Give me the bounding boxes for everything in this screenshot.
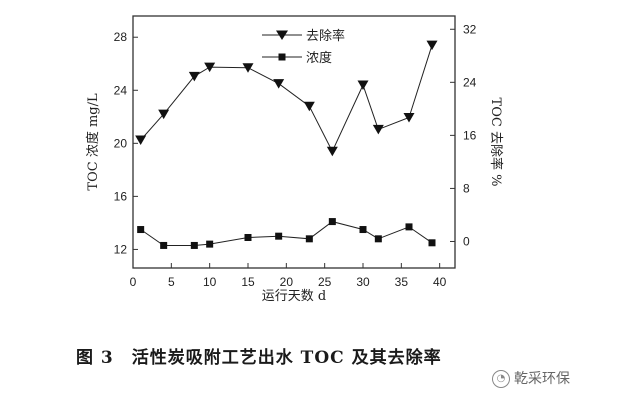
left-tick-label: 12	[114, 242, 128, 256]
removal-rate-point	[273, 79, 285, 89]
removal-rate-point	[242, 63, 254, 73]
legend-label-removal-rate: 去除率	[306, 28, 345, 44]
left-axis-ticks: 12 16 20 24 28	[114, 30, 138, 256]
x-tick-label: 15	[241, 275, 255, 289]
removal-rate-point	[158, 109, 170, 120]
left-tick-label: 16	[114, 189, 128, 203]
legend-square-icon	[278, 53, 286, 61]
series-line-0	[140, 45, 433, 153]
concentration-point	[405, 223, 413, 231]
x-tick-label: 10	[203, 275, 217, 289]
removal-rate-point	[303, 101, 315, 112]
figure-caption: 图 3 活性炭吸附工艺出水 TOC 及其去除率	[76, 343, 442, 368]
x-tick-label: 40	[433, 275, 447, 289]
removal-rate-point	[426, 40, 438, 51]
plot-frame	[132, 15, 456, 269]
concentration-point	[206, 240, 214, 248]
removal-rate-point	[204, 62, 216, 73]
x-tick-label: 5	[168, 275, 175, 289]
right-tick-label: 0	[463, 234, 470, 248]
concentration-point	[190, 241, 198, 249]
concentration-point	[305, 235, 313, 243]
right-tick-label: 24	[463, 75, 477, 89]
x-tick-label: 20	[280, 275, 294, 289]
figure-number: 图 3	[76, 348, 114, 368]
wechat-logo-icon: ◔	[492, 370, 510, 388]
right-tick-label: 8	[463, 181, 470, 195]
legend-item-concentration: 浓度	[262, 50, 332, 66]
legend-label-concentration: 浓度	[306, 50, 332, 66]
removal-rate-point	[403, 112, 415, 123]
removal-rate-point	[357, 80, 369, 90]
right-axis-title: TOC 去除率 %	[488, 98, 504, 187]
x-tick-label: 0	[130, 275, 137, 289]
concentration-point	[374, 235, 382, 243]
x-axis-ticks: 0 5 10 15 20 25 30 35 40	[130, 263, 447, 289]
legend-triangle-down-icon	[276, 30, 288, 40]
series-layer	[135, 40, 438, 249]
series-line-1	[140, 221, 433, 246]
removal-rate-point	[326, 146, 338, 157]
removal-rate-point	[188, 71, 200, 82]
x-tick-label: 35	[395, 275, 409, 289]
watermark: ◔ 乾采环保	[492, 368, 570, 388]
x-tick-label: 30	[356, 275, 370, 289]
concentration-point	[328, 218, 336, 226]
removal-rate-point	[135, 135, 147, 146]
figure-caption-text: 活性炭吸附工艺出水 TOC 及其去除率	[131, 348, 442, 368]
x-tick-label: 25	[318, 275, 332, 289]
chart: 0 5 10 15 20 25 30 35 40 12 16 20 24 28 0 8 16 24 32 运行天…	[85, 15, 504, 304]
concentration-point	[275, 232, 283, 240]
right-tick-label: 32	[463, 22, 477, 36]
concentration-point	[137, 226, 145, 234]
concentration-point	[359, 226, 367, 234]
left-axis-title: TOC 浓度 mg/L	[85, 93, 101, 191]
right-tick-label: 16	[463, 128, 477, 142]
watermark-text: 乾采环保	[514, 371, 570, 387]
left-tick-label: 20	[114, 136, 128, 150]
right-axis-ticks: 0 8 16 24 32	[450, 22, 477, 248]
legend-item-removal-rate: 去除率	[262, 28, 345, 44]
legend: 去除率 浓度	[262, 28, 345, 66]
removal-rate-point	[372, 124, 384, 135]
concentration-point	[244, 233, 252, 241]
left-tick-label: 28	[114, 30, 128, 44]
concentration-point	[428, 239, 436, 247]
left-tick-label: 24	[114, 83, 128, 97]
concentration-point	[160, 241, 168, 249]
x-axis-title: 运行天数 d	[262, 289, 326, 304]
